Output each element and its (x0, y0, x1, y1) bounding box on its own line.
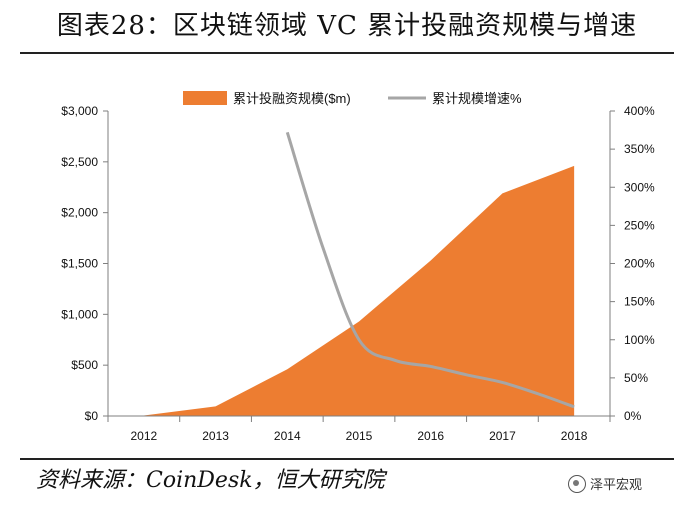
right-tick-label: 0% (624, 409, 642, 423)
footer-rule (20, 458, 674, 460)
right-tick-label: 50% (624, 371, 648, 385)
combo-chart: 累计投融资规模($m) 累计规模增速% 2012 2013 2014 2015 2016 2… (61, 91, 655, 443)
title-underline (20, 52, 674, 54)
legend-label-line: 累计规模增速% (432, 91, 522, 106)
right-tick-label: 200% (624, 257, 655, 271)
left-tick-label: $1,500 (61, 257, 98, 271)
left-tick-label: $2,000 (61, 206, 98, 220)
line-growth-rate (285, 131, 575, 409)
watermark-text: 泽平宏观 (590, 478, 643, 493)
plot-area (143, 131, 575, 416)
area-cumulative-financing (143, 165, 575, 416)
legend: 累计投融资规模($m) 累计规模增速% (183, 91, 522, 106)
x-tick-label: 2014 (274, 429, 301, 443)
right-tick-label: 150% (624, 295, 655, 309)
right-tick-label: 350% (624, 142, 655, 156)
x-tick-label: 2016 (417, 429, 444, 443)
right-tick-label: 100% (624, 333, 655, 347)
x-tick-label: 2013 (202, 429, 229, 443)
source-note: 资料来源：CoinDesk，恒大研究院 (36, 468, 385, 493)
legend-label-area: 累计投融资规模($m) (233, 91, 351, 106)
left-tick-label: $500 (71, 358, 98, 372)
x-tick-label: 2017 (489, 429, 516, 443)
x-tick-label: 2018 (561, 429, 588, 443)
figure-title: 图表28：区块链领域 VC 累计投融资规模与增速 (56, 11, 638, 41)
x-tick-label: 2012 (131, 429, 158, 443)
left-tick-label: $0 (85, 409, 99, 423)
right-tick-label: 300% (624, 180, 655, 194)
axes: 2012 2013 2014 2015 2016 2017 2018 $0 $500 $1,000… (61, 104, 655, 443)
left-tick-label: $3,000 (61, 104, 98, 118)
right-tick-label: 400% (624, 104, 655, 118)
right-tick-label: 250% (624, 218, 655, 232)
watermark: 泽平宏观 (568, 474, 642, 493)
wechat-icon (568, 474, 586, 493)
legend-swatch-area (183, 91, 227, 105)
left-tick-label: $2,500 (61, 155, 98, 169)
left-tick-label: $1,000 (61, 307, 98, 321)
x-tick-label: 2015 (346, 429, 373, 443)
